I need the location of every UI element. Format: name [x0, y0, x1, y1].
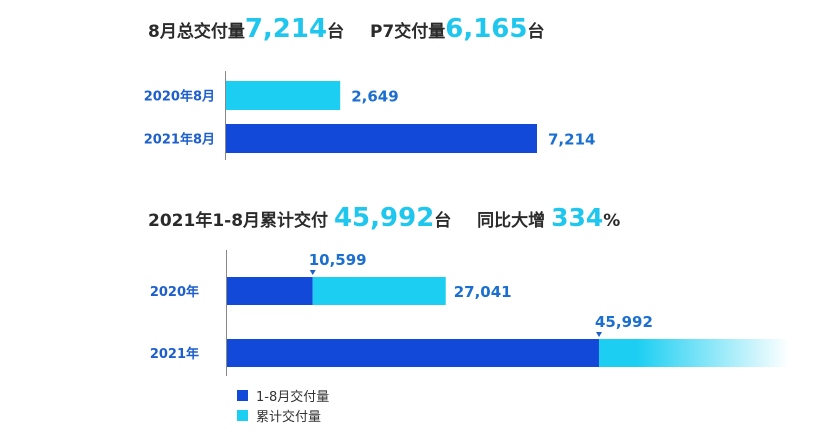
- bar-0-1-8-month: [227, 277, 313, 305]
- value-label: 7,214: [548, 131, 595, 149]
- legend-label-1-8-month: 1-8月交付量: [256, 390, 330, 405]
- headline-august-value: 7,214: [244, 14, 328, 44]
- legend-item-cumulative: 累计交付量: [237, 406, 321, 425]
- legend-swatch-dark-blue: [237, 390, 248, 401]
- bar-1-1-8-month: [227, 339, 599, 367]
- category-label: 2020年: [150, 284, 199, 300]
- headline-cumulative-unit: 台: [434, 211, 452, 231]
- annotation-marker: [596, 332, 602, 337]
- headline-yoy-pct: 334: [551, 203, 604, 232]
- headline-p7-value: 6,165: [445, 14, 528, 44]
- legend-item-1-8-month: 1-8月交付量: [237, 386, 329, 405]
- category-label: 2021年8月: [144, 132, 215, 148]
- value-label: 27,041: [454, 283, 512, 301]
- bar-0-cumulative: [312, 277, 446, 305]
- headline-cumulative-value: 45,992: [333, 203, 435, 233]
- headline-p7-prefix: P7交付量: [369, 22, 446, 42]
- headline-cumulative: 2021年1-8月累计交付 45,992台 同比大增 334%: [148, 203, 620, 233]
- annotation-marker: [309, 270, 316, 275]
- legend-swatch-cyan: [237, 410, 248, 421]
- category-label: 2021年: [150, 346, 199, 362]
- category-label: 2020年8月: [144, 89, 215, 105]
- bar-0: [226, 81, 341, 110]
- bar-1-cumulative-fade: [599, 339, 789, 367]
- annotation-label: 10,599: [309, 251, 367, 269]
- headline-yoy-label: 同比大增: [477, 211, 546, 231]
- legend-label-cumulative: 累计交付量: [256, 410, 322, 425]
- headline-cumulative-prefix: 2021年1-8月累计交付: [148, 211, 329, 231]
- headline-august: 8月总交付量7,214台 P7交付量6,165台: [148, 14, 544, 44]
- bar-1: [226, 124, 537, 153]
- headline-yoy-pct-sign: %: [603, 211, 621, 231]
- headline-p7-unit: 台: [527, 22, 545, 42]
- headline-august-prefix: 8月总交付量: [148, 22, 245, 42]
- value-label: 2,649: [351, 88, 398, 106]
- annotation-label: 45,992: [595, 313, 653, 331]
- headline-august-unit: 台: [327, 22, 345, 42]
